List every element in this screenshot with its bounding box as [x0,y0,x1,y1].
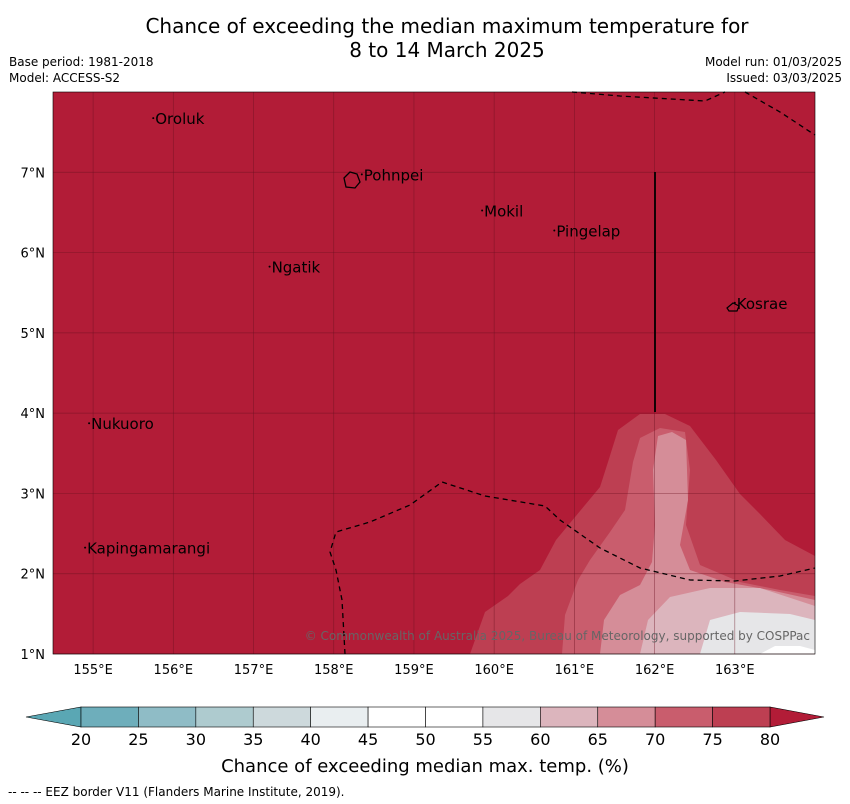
map-figure: 155°E 156°E 157°E 158°E 159°E 160°E 161°E 162°E… [21,91,825,777]
colorbar-over-arrow [769,706,825,728]
place-label: Pohnpei [364,166,424,184]
colorbar-tick-label: 20 [71,730,91,749]
lat-tick-label: 3°N [21,487,46,502]
lon-tick-label: 156°E [154,663,194,678]
colorbar-segment [425,706,484,728]
colorbar-segment [195,706,254,728]
colorbar-segment [597,706,656,728]
meta-right: Model run: 01/03/2025 Issued: 03/03/2025 [705,54,842,86]
pohnpei-island-outline [343,171,361,189]
kosrae-island-outline [726,302,740,312]
colorbar-segment [654,706,713,728]
colorbar-tick-label: 30 [186,730,206,749]
colorbar-segment [540,706,599,728]
colorbar-segment [712,706,771,728]
lon-tick-label: 157°E [234,663,274,678]
colorbar-tick-label: 55 [473,730,493,749]
eez-border [744,91,816,136]
colorbar-segment [310,706,369,728]
eez-border [571,91,726,102]
colorbar-under-arrow [25,706,82,728]
eez-footnote: -- -- -- EEZ border V11 (Flanders Marine… [8,785,345,799]
place-label: Pingelap [556,223,620,241]
meta-left: Base period: 1981-2018 Model: ACCESS-S2 [9,54,154,86]
island-marker [268,265,271,268]
contour-50 [760,646,815,654]
lat-tick-label: 6°N [21,247,46,262]
lon-tick-label: 158°E [314,663,354,678]
place-label: Kosrae [737,295,788,313]
place-label: Mokil [484,202,523,220]
map-area[interactable]: 155°E 156°E 157°E 158°E 159°E 160°E 161°E 162°E… [21,91,816,678]
island-marker [553,229,556,232]
colorbar-segment [138,706,197,728]
lon-tick-label: 163°E [715,663,755,678]
colorbar-segment [482,706,541,728]
eez-border [329,481,816,655]
colorbar-segment [80,706,139,728]
place-label: Ngatik [272,259,321,277]
lat-tick-label: 1°N [21,648,46,663]
place-label: Kapingamarangi [87,540,210,558]
lat-tick-label: 2°N [21,568,46,583]
map-frame [52,91,816,655]
island-marker [481,209,484,212]
colorbar-tick-label: 35 [243,730,263,749]
place-label: Oroluk [155,110,204,128]
title-line-2: 8 to 14 March 2025 [349,38,545,62]
colorbar-label: Chance of exceeding median max. temp. (%… [221,756,629,777]
lon-tick-label: 160°E [474,663,514,678]
lon-tick-label: 159°E [394,663,434,678]
place-label: Nukuoro [91,415,154,433]
colorbar-segment [367,706,426,728]
island-marker [733,301,736,304]
lat-tick-label: 7°N [21,166,46,181]
model-text: Model: ACCESS-S2 [9,71,121,85]
island-marker [360,173,363,176]
colorbar-tick-label: 75 [702,730,722,749]
island-marker [152,117,155,120]
colorbar-tick-label: 60 [530,730,550,749]
base-period-text: Base period: 1981-2018 [9,55,154,69]
chart-title: Chance of exceeding the median maximum t… [0,14,850,62]
colorbar-tick-label: 65 [588,730,608,749]
lon-tick-label: 155°E [73,663,113,678]
island-marker [84,546,87,549]
colorbar-segment [252,706,311,728]
colorbar-tick-label: 50 [415,730,435,749]
lon-tick-label: 162°E [635,663,675,678]
lat-tick-label: 5°N [21,327,46,342]
issued-text: Issued: 03/03/2025 [726,71,842,85]
colorbar-tick-label: 25 [128,730,148,749]
title-line-1: Chance of exceeding the median maximum t… [145,14,749,38]
colorbar-tick-label: 40 [300,730,320,749]
colorbar: 20 25 30 35 40 45 50 55 60 65 70 75 80 Chance of exce… [25,706,825,777]
lon-tick-label: 161°E [555,663,595,678]
island-marker [88,422,91,425]
contour-55 [700,612,815,654]
colorbar-tick-label: 45 [358,730,378,749]
colorbar-tick-label: 70 [645,730,665,749]
lat-tick-label: 4°N [21,407,46,422]
colorbar-tick-label: 80 [760,730,780,749]
copyright-text: © Commonwealth of Australia 2025, Bureau… [305,629,810,643]
model-run-text: Model run: 01/03/2025 [704,55,842,69]
